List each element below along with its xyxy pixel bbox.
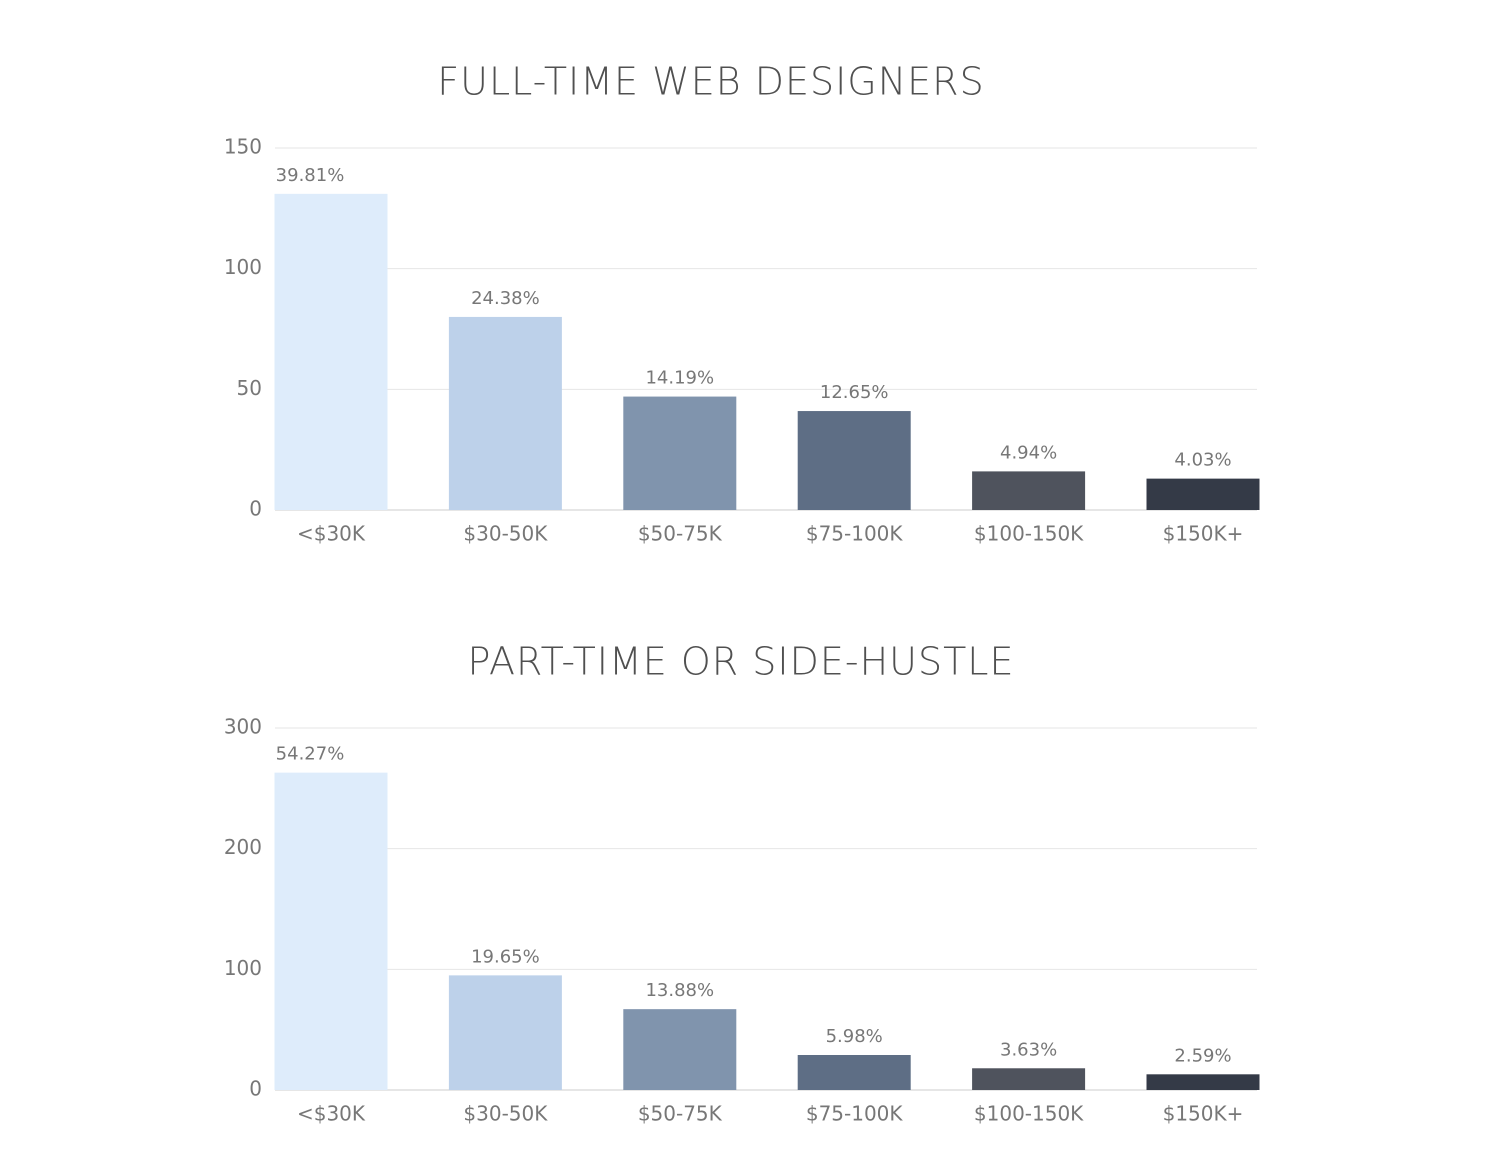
bar-label: 24.38% bbox=[471, 288, 540, 309]
y-tick-label: 100 bbox=[224, 956, 262, 980]
x-tick-label: $50-75K bbox=[638, 522, 723, 546]
bar-label: 13.88% bbox=[645, 980, 714, 1001]
y-tick-label: 200 bbox=[224, 835, 262, 859]
bar-label: 3.63% bbox=[1000, 1039, 1057, 1060]
bar bbox=[972, 471, 1086, 510]
bar bbox=[448, 316, 562, 510]
y-tick-label: 0 bbox=[249, 497, 262, 521]
x-tick-label: $50-75K bbox=[638, 1102, 723, 1126]
bar-label: 54.27% bbox=[276, 744, 345, 765]
x-tick-label: $100-150K bbox=[974, 1102, 1084, 1126]
x-tick-label: $100-150K bbox=[974, 522, 1084, 546]
bar-label: 4.03% bbox=[1174, 450, 1231, 471]
bar-label: 2.59% bbox=[1174, 1045, 1231, 1066]
bar bbox=[274, 193, 388, 510]
bar bbox=[448, 975, 562, 1090]
bar-label: 4.94% bbox=[1000, 442, 1057, 463]
y-tick-label: 100 bbox=[224, 255, 262, 279]
bar bbox=[623, 1009, 737, 1090]
bar bbox=[972, 1068, 1086, 1090]
bar bbox=[274, 772, 388, 1090]
x-tick-label: $150K+ bbox=[1163, 522, 1244, 546]
bar bbox=[623, 396, 737, 510]
y-tick-label: 300 bbox=[224, 715, 262, 739]
bar bbox=[1146, 1074, 1260, 1090]
bar bbox=[797, 411, 911, 510]
x-tick-label: $75-100K bbox=[806, 1102, 904, 1126]
bar bbox=[797, 1055, 911, 1090]
x-tick-label: <$30K bbox=[297, 1102, 366, 1126]
bar-label: 19.65% bbox=[471, 946, 540, 967]
x-tick-label: $30-50K bbox=[463, 522, 548, 546]
x-tick-label: $150K+ bbox=[1163, 1102, 1244, 1126]
bar-label: 12.65% bbox=[820, 382, 889, 403]
y-tick-label: 50 bbox=[237, 376, 262, 400]
bar-label: 39.81% bbox=[276, 165, 345, 186]
y-tick-label: 0 bbox=[249, 1077, 262, 1101]
bar-label: 5.98% bbox=[826, 1026, 883, 1047]
x-tick-label: $75-100K bbox=[806, 522, 904, 546]
chart-title: FULL-TIME WEB DESIGNERS bbox=[437, 60, 984, 104]
bar-label: 14.19% bbox=[645, 368, 714, 389]
y-tick-label: 150 bbox=[224, 135, 262, 159]
x-tick-label: <$30K bbox=[297, 522, 366, 546]
chart-title: PART-TIME OR SIDE-HUSTLE bbox=[468, 640, 1015, 684]
x-tick-label: $30-50K bbox=[463, 1102, 548, 1126]
bar bbox=[1146, 478, 1260, 510]
